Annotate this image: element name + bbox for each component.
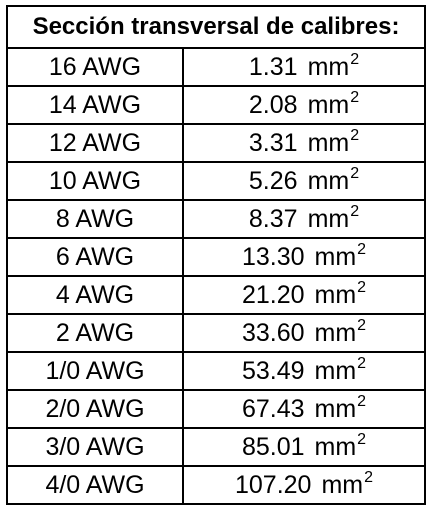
unit-exponent: 2 <box>350 127 360 144</box>
gauge-cell: 8 AWG <box>6 199 184 239</box>
area-value: 8.37 <box>248 205 298 233</box>
area-value: 67.43 <box>241 395 305 423</box>
gauge-cell: 10 AWG <box>6 161 184 201</box>
gauge-cell: 1/0 AWG <box>6 351 184 391</box>
unit-exponent: 2 <box>350 165 360 182</box>
area-value: 33.60 <box>241 319 305 347</box>
area-cell: 53.49 mm2 <box>181 351 427 391</box>
area-value: 21.20 <box>241 281 305 309</box>
unit-exponent: 2 <box>357 431 367 448</box>
table-row: 8 AWG 8.37 mm2 <box>6 199 427 239</box>
area-cell: 107.20 mm2 <box>181 465 427 505</box>
gauge-cell: 3/0 AWG <box>6 427 184 467</box>
area-value: 85.01 <box>241 433 305 461</box>
table-row: 3/0 AWG 85.01 mm2 <box>6 427 427 467</box>
area-cell: 21.20 mm2 <box>181 275 427 315</box>
area-unit: mm <box>314 357 357 385</box>
area-unit: mm <box>307 91 350 119</box>
unit-exponent: 2 <box>357 355 367 372</box>
area-unit: mm <box>314 319 357 347</box>
gauge-cell: 14 AWG <box>6 85 184 125</box>
area-cell: 85.01 mm2 <box>181 427 427 467</box>
area-unit: mm <box>314 395 357 423</box>
area-cell: 1.31 mm2 <box>181 47 427 87</box>
unit-exponent: 2 <box>350 89 360 106</box>
gauge-cell: 4 AWG <box>6 275 184 315</box>
gauge-cell: 2 AWG <box>6 313 184 353</box>
unit-exponent: 2 <box>357 317 367 334</box>
unit-exponent: 2 <box>364 469 374 486</box>
area-unit: mm <box>314 281 357 309</box>
area-cell: 5.26 mm2 <box>181 161 427 201</box>
table-row: 6 AWG 13.30 mm2 <box>6 237 427 277</box>
unit-exponent: 2 <box>357 393 367 410</box>
area-unit: mm <box>307 53 350 81</box>
area-cell: 3.31 mm2 <box>181 123 427 163</box>
area-cell: 13.30 mm2 <box>181 237 427 277</box>
area-value: 1.31 <box>248 53 298 81</box>
area-value: 107.20 <box>234 471 312 499</box>
area-unit: mm <box>307 167 350 195</box>
area-cell: 2.08 mm2 <box>181 85 427 125</box>
table-title: Sección transversal de calibres: <box>5 5 427 49</box>
table-row: 4/0 AWG 107.20 mm2 <box>6 465 427 505</box>
unit-exponent: 2 <box>357 241 367 258</box>
area-value: 3.31 <box>248 129 298 157</box>
table-header-row: Sección transversal de calibres: <box>5 5 427 49</box>
gauge-cell: 2/0 AWG <box>6 389 184 429</box>
area-value: 13.30 <box>241 243 305 271</box>
area-unit: mm <box>314 433 357 461</box>
gauge-table-container: Sección transversal de calibres: 16 AWG … <box>5 5 427 505</box>
unit-exponent: 2 <box>350 203 360 220</box>
table-row: 1/0 AWG 53.49 mm2 <box>6 351 427 391</box>
area-cell: 8.37 mm2 <box>181 199 427 239</box>
area-unit: mm <box>307 129 350 157</box>
table-body: 16 AWG 1.31 mm2 14 AWG 2.08 mm2 12 AWG 3.3… <box>6 47 427 505</box>
area-cell: 33.60 mm2 <box>181 313 427 353</box>
area-value: 53.49 <box>241 357 305 385</box>
table-row: 4 AWG 21.20 mm2 <box>6 275 427 315</box>
area-value: 2.08 <box>248 91 298 119</box>
area-unit: mm <box>314 243 357 271</box>
unit-exponent: 2 <box>350 51 360 68</box>
gauge-cross-section-table: Sección transversal de calibres: 16 AWG … <box>5 5 427 505</box>
gauge-cell: 12 AWG <box>6 123 184 163</box>
gauge-cell: 6 AWG <box>6 237 184 277</box>
table-row: 10 AWG 5.26 mm2 <box>6 161 427 201</box>
table-row: 16 AWG 1.31 mm2 <box>6 47 427 87</box>
gauge-cell: 16 AWG <box>6 47 184 87</box>
table-row: 14 AWG 2.08 mm2 <box>6 85 427 125</box>
table-row: 2/0 AWG 67.43 mm2 <box>6 389 427 429</box>
area-cell: 67.43 mm2 <box>181 389 427 429</box>
unit-exponent: 2 <box>357 279 367 296</box>
table-row: 12 AWG 3.31 mm2 <box>6 123 427 163</box>
area-value: 5.26 <box>248 167 298 195</box>
gauge-cell: 4/0 AWG <box>6 465 184 505</box>
area-unit: mm <box>307 205 350 233</box>
table-row: 2 AWG 33.60 mm2 <box>6 313 427 353</box>
area-unit: mm <box>321 471 364 499</box>
